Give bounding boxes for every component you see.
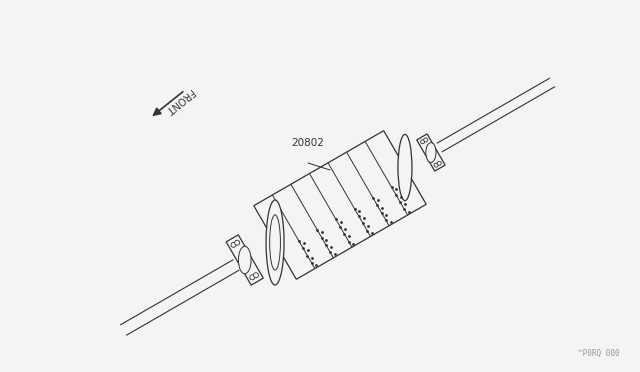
Ellipse shape (437, 161, 441, 165)
Ellipse shape (426, 142, 436, 163)
Text: 20802: 20802 (292, 138, 324, 148)
Polygon shape (254, 131, 426, 279)
Ellipse shape (420, 140, 424, 144)
Text: FRONT: FRONT (163, 86, 195, 115)
Ellipse shape (253, 273, 259, 278)
Text: ^P0RQ 000: ^P0RQ 000 (579, 349, 620, 358)
Ellipse shape (266, 200, 284, 285)
Ellipse shape (250, 275, 255, 280)
Ellipse shape (231, 242, 236, 247)
Ellipse shape (424, 138, 428, 142)
Ellipse shape (269, 215, 280, 270)
Ellipse shape (398, 134, 412, 201)
Polygon shape (226, 235, 263, 285)
Polygon shape (417, 134, 445, 171)
Ellipse shape (239, 246, 251, 274)
Ellipse shape (235, 240, 240, 245)
Ellipse shape (434, 163, 438, 167)
